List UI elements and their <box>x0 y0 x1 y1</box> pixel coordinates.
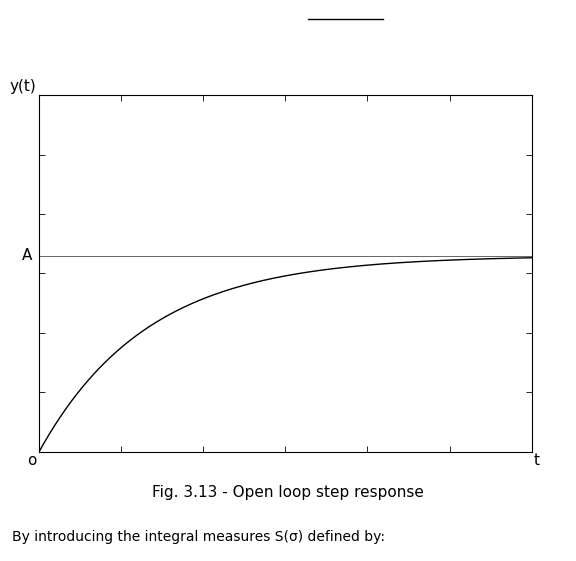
Text: Fig. 3.13 - Open loop step response: Fig. 3.13 - Open loop step response <box>152 485 424 500</box>
Text: o: o <box>27 453 37 468</box>
Text: By introducing the integral measures S(σ) defined by:: By introducing the integral measures S(σ… <box>12 530 385 544</box>
Text: y(t): y(t) <box>10 79 37 94</box>
Text: A: A <box>21 248 32 263</box>
Text: t: t <box>534 453 540 468</box>
